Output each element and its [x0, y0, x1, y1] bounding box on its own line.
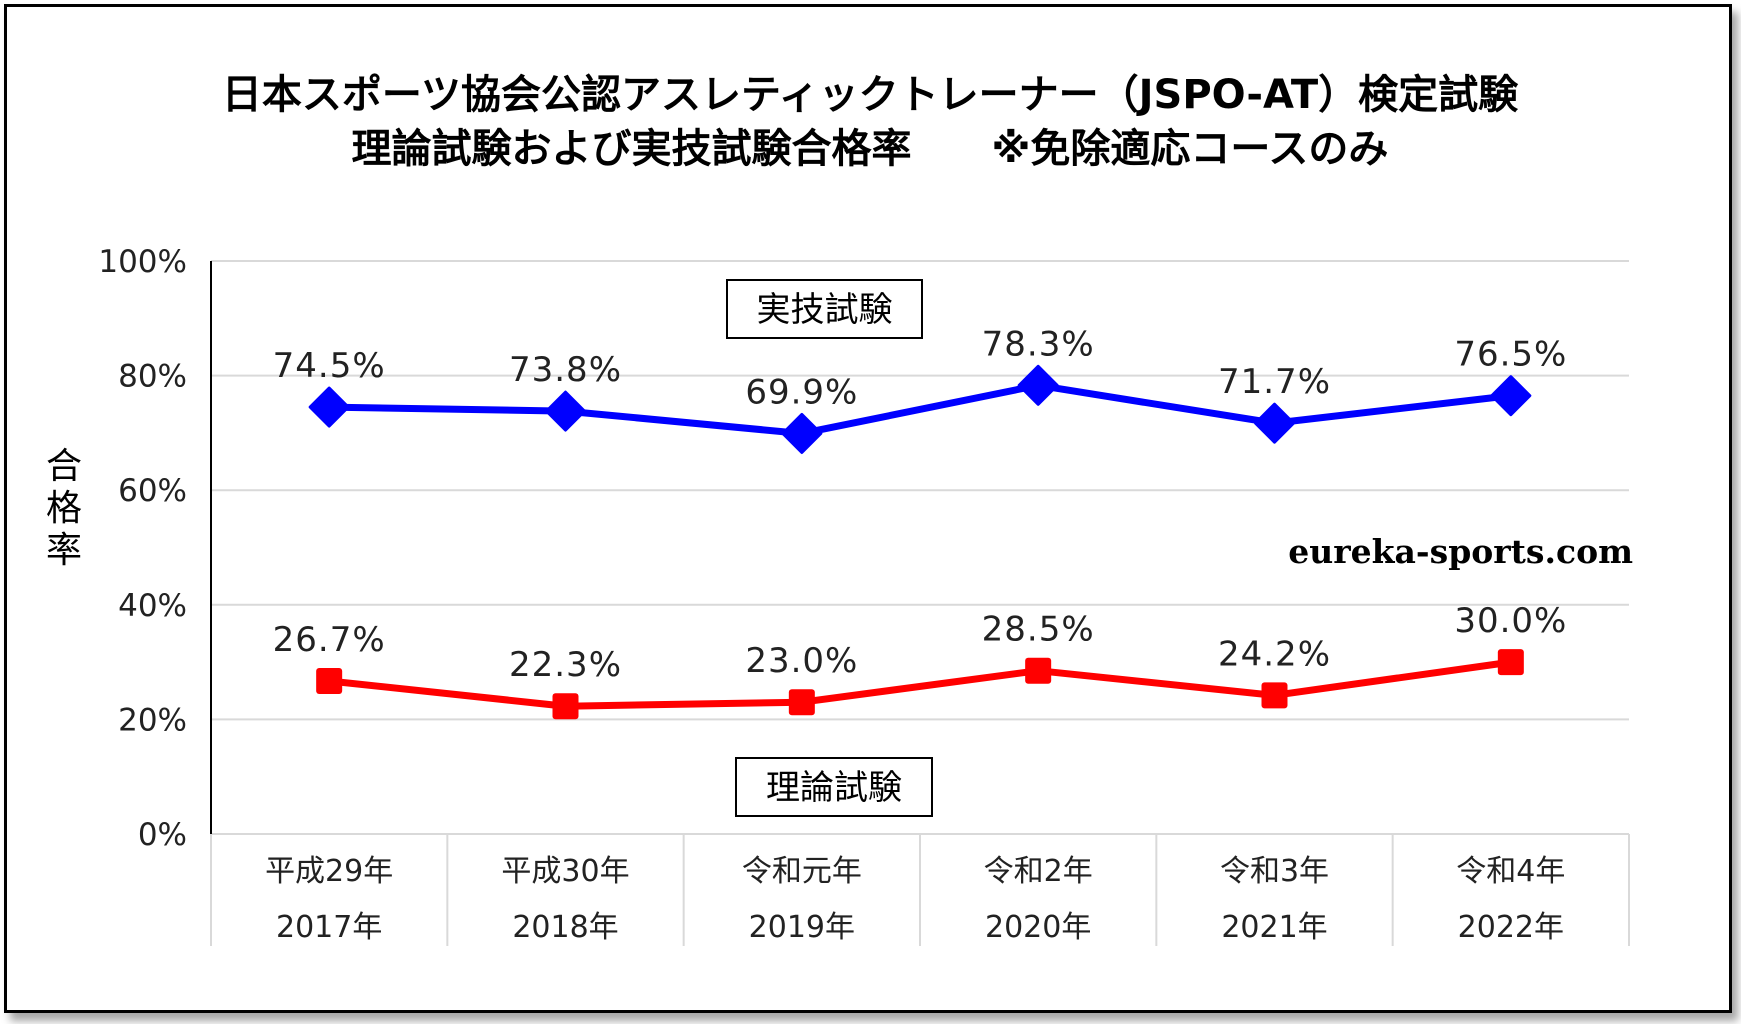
- x-tick-label-year: 2017年: [276, 910, 382, 945]
- y-axis-label-char: 率: [46, 530, 82, 571]
- data-point-diamond: [308, 386, 350, 428]
- y-axis-label-char: 格: [46, 488, 82, 529]
- data-point-diamond: [545, 390, 586, 432]
- data-label: 74.5%: [273, 346, 386, 386]
- series-label: 理論試験: [766, 768, 902, 808]
- x-tick-label-era: 平成30年: [501, 854, 629, 889]
- chart-title-line2: 理論試験および実技試験合格率 ※免除適応コースのみ: [352, 126, 1389, 172]
- series-line: [329, 381, 1512, 437]
- y-axis-label-char: 合: [46, 446, 82, 487]
- x-tick-label-era: 令和2年: [984, 854, 1093, 889]
- data-point-square: [1261, 682, 1288, 709]
- x-tick-label-era: 令和4年: [1456, 854, 1565, 889]
- x-tick-label-era: 平成29年: [265, 854, 393, 889]
- data-label: 78.3%: [982, 324, 1095, 364]
- series-label: 実技試験: [757, 290, 893, 330]
- y-tick-label: 60%: [118, 473, 187, 509]
- data-label: 24.2%: [1218, 634, 1331, 674]
- data-label: 26.7%: [273, 620, 386, 660]
- data-label: 71.7%: [1218, 362, 1331, 402]
- data-label: 30.0%: [1454, 601, 1567, 641]
- data-point-square: [552, 693, 579, 720]
- data-label: 23.0%: [745, 641, 858, 681]
- data-point-square: [788, 689, 815, 716]
- y-tick-label: 40%: [118, 588, 187, 624]
- data-point-diamond: [1017, 364, 1059, 406]
- y-tick-label: 100%: [98, 244, 187, 280]
- watermark: eureka-sports.com: [1288, 532, 1633, 571]
- chart-frame: [4, 4, 1732, 1013]
- x-tick-label-era: 令和3年: [1220, 854, 1329, 889]
- data-label: 73.8%: [509, 350, 622, 390]
- y-tick-label: 0%: [138, 817, 187, 853]
- x-tick-label-year: 2021年: [1221, 910, 1327, 945]
- y-axis-label: 合格率: [46, 446, 82, 571]
- data-label: 22.3%: [509, 645, 622, 685]
- y-tick-label: 20%: [118, 702, 187, 738]
- data-label: 76.5%: [1454, 335, 1567, 375]
- data-point-square: [316, 668, 343, 695]
- x-tick-label-era: 令和元年: [742, 854, 862, 889]
- chart-title-line1: 日本スポーツ協会公認アスレティックトレーナー（JSPO-AT）検定試験: [222, 72, 1519, 118]
- x-tick-label-year: 2018年: [512, 910, 618, 945]
- data-point-diamond: [1254, 402, 1295, 444]
- x-tick-label-year: 2020年: [985, 910, 1091, 945]
- data-point-diamond: [1490, 375, 1532, 417]
- data-point-diamond: [781, 412, 823, 454]
- y-tick-label: 80%: [118, 359, 187, 395]
- x-tick-label-year: 2019年: [749, 910, 855, 945]
- series-label-box: [726, 279, 923, 339]
- data-label: 69.9%: [745, 372, 858, 412]
- x-tick-label-year: 2022年: [1458, 910, 1564, 945]
- data-point-square: [1025, 657, 1052, 684]
- data-point-square: [1497, 649, 1524, 676]
- series-line: [328, 658, 1512, 710]
- data-label: 28.5%: [982, 610, 1095, 650]
- series-label-box: [735, 757, 933, 817]
